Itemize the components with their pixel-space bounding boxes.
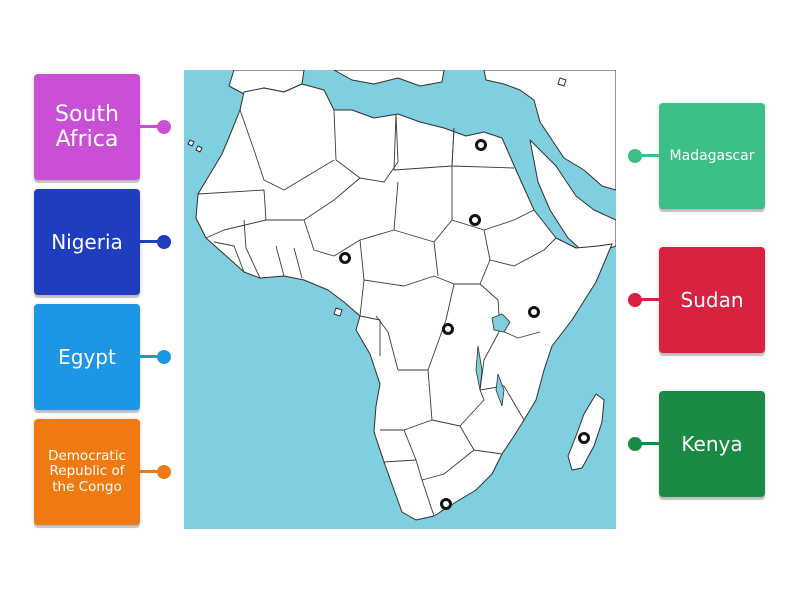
label-text: South Africa	[55, 101, 119, 152]
connector-pin[interactable]	[628, 149, 642, 163]
connector-line	[637, 298, 659, 301]
connector-line	[140, 125, 162, 128]
connector-line	[140, 240, 162, 243]
label-text: Sudan	[680, 287, 744, 312]
label-card-kenya[interactable]: Kenya	[659, 391, 765, 497]
label-text: Democratic Republic of the Congo	[48, 447, 126, 495]
drop-target-south-africa[interactable]	[439, 497, 452, 510]
connector-line	[637, 442, 659, 445]
drop-target-sudan[interactable]	[468, 213, 481, 226]
africa-map-graphic	[187, 70, 616, 521]
drop-target-drc[interactable]	[442, 323, 455, 336]
label-text: Madagascar	[669, 147, 755, 164]
label-text: Kenya	[681, 431, 743, 456]
drop-target-kenya[interactable]	[527, 306, 540, 319]
connector-pin[interactable]	[157, 465, 171, 479]
label-text: Nigeria	[51, 229, 123, 254]
drop-target-egypt[interactable]	[474, 138, 487, 151]
connector-pin[interactable]	[157, 350, 171, 364]
label-card-south-africa[interactable]: South Africa	[34, 74, 140, 180]
africa-map	[184, 70, 616, 529]
label-card-madagascar[interactable]: Madagascar	[659, 103, 765, 209]
connector-line	[140, 470, 162, 473]
label-card-nigeria[interactable]: Nigeria	[34, 189, 140, 295]
connector-line	[140, 355, 162, 358]
label-card-sudan[interactable]: Sudan	[659, 247, 765, 353]
connector-pin[interactable]	[157, 235, 171, 249]
label-card-drc[interactable]: Democratic Republic of the Congo	[34, 419, 140, 525]
label-card-egypt[interactable]: Egypt	[34, 304, 140, 410]
connector-line	[637, 154, 659, 157]
drop-target-nigeria[interactable]	[339, 252, 352, 265]
connector-pin[interactable]	[628, 437, 642, 451]
label-text: Egypt	[58, 344, 116, 369]
connector-pin[interactable]	[157, 120, 171, 134]
drop-target-madagascar[interactable]	[577, 432, 590, 445]
connector-pin[interactable]	[628, 293, 642, 307]
